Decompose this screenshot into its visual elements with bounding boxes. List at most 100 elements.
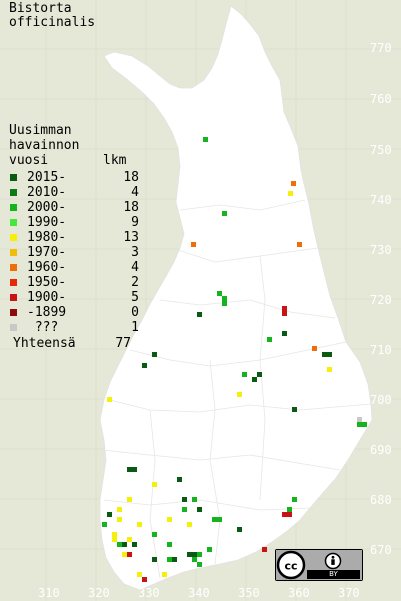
observation-marker (117, 507, 122, 512)
observation-marker (222, 301, 227, 306)
legend-count: 5 (131, 290, 139, 305)
observation-marker (292, 497, 297, 502)
observation-marker (112, 532, 117, 537)
observation-marker (102, 522, 107, 527)
y-tick-label: 750 (370, 143, 392, 157)
y-tick-label: 770 (370, 41, 392, 55)
legend-label: -1899 (27, 305, 67, 320)
observation-marker (187, 552, 192, 557)
x-tick-label: 310 (38, 586, 60, 600)
legend-swatch (10, 279, 17, 286)
observation-marker (222, 211, 227, 216)
observation-marker (191, 242, 196, 247)
legend-label: ??? (27, 320, 59, 335)
observation-marker (297, 242, 302, 247)
legend-count: 18 (123, 200, 139, 215)
observation-marker (362, 422, 367, 427)
observation-marker (177, 477, 182, 482)
observation-marker (207, 547, 212, 552)
observation-marker (282, 331, 287, 336)
legend-row: 1990- 9 (9, 215, 139, 230)
observation-marker (287, 512, 292, 517)
y-tick-label: 700 (370, 393, 392, 407)
legend-swatch (10, 294, 17, 301)
observation-marker (167, 557, 172, 562)
legend-label: 1970- (27, 245, 67, 260)
legend-label: 2000- (27, 200, 67, 215)
observation-marker (217, 517, 222, 522)
observation-marker (252, 377, 257, 382)
y-tick-label: 710 (370, 343, 392, 357)
observation-marker (267, 337, 272, 342)
y-tick-label: 690 (370, 443, 392, 457)
legend-count: 13 (123, 230, 139, 245)
species-name-line1: Bistorta (9, 1, 72, 16)
observation-marker (262, 547, 267, 552)
legend-label: 1960- (27, 260, 67, 275)
legend-swatch (10, 204, 17, 211)
observation-marker (167, 517, 172, 522)
legend-label: 1950- (27, 275, 67, 290)
badge-bottom-panel (307, 570, 360, 579)
legend-row: 2010- 4 (9, 185, 139, 200)
observation-marker (197, 312, 202, 317)
legend-label: 2015- (27, 170, 67, 185)
observation-marker (291, 181, 296, 186)
legend-label: 1990- (27, 215, 67, 230)
observation-marker (152, 557, 157, 562)
legend-swatch (10, 264, 17, 271)
legend-swatch (10, 174, 17, 181)
x-tick-label: 350 (238, 586, 260, 600)
observation-marker (282, 512, 287, 517)
observation-marker (357, 422, 362, 427)
observation-marker (217, 291, 222, 296)
observation-marker (257, 372, 262, 377)
legend-row: 2015- 18 (9, 170, 139, 185)
legend-row: 1950- 2 (9, 275, 139, 290)
legend-col-year: vuosi (9, 153, 49, 168)
x-tick-label: 340 (188, 586, 210, 600)
observation-marker (212, 517, 217, 522)
observation-marker (132, 542, 137, 547)
observation-marker (197, 552, 202, 557)
observation-marker (222, 296, 227, 301)
legend-row: 1900- 5 (9, 290, 139, 305)
legend-count: 3 (131, 245, 139, 260)
observation-marker (288, 191, 293, 196)
y-tick-label: 670 (370, 543, 392, 557)
svg-text:cc: cc (284, 560, 297, 573)
observation-marker (107, 397, 112, 402)
y-tick-label: 730 (370, 243, 392, 257)
legend-label: 2010- (27, 185, 67, 200)
legend-row: ??? 1 (9, 320, 139, 335)
observation-marker (152, 352, 157, 357)
legend-swatch (10, 219, 17, 226)
legend-swatch (10, 234, 17, 241)
observation-marker (172, 557, 177, 562)
legend-col-count: lkm (103, 153, 127, 168)
observation-marker (107, 512, 112, 517)
observation-marker (117, 517, 122, 522)
legend-row: 2000- 18 (9, 200, 139, 215)
observation-marker (127, 467, 132, 472)
legend-swatch (10, 189, 17, 196)
cc-by-license-badge[interactable]: cc BY (275, 549, 363, 581)
observation-marker (242, 372, 247, 377)
y-tick-label: 740 (370, 193, 392, 207)
observation-marker (182, 497, 187, 502)
y-tick-label: 680 (370, 493, 392, 507)
legend-total-count: 77 (115, 336, 131, 351)
legend-swatch (10, 324, 17, 331)
y-tick-label: 720 (370, 293, 392, 307)
observation-marker (292, 407, 297, 412)
cc-by-badge-graphic: cc (276, 550, 362, 580)
legend-count: 4 (131, 260, 139, 275)
observation-marker (192, 497, 197, 502)
legend-count: 18 (123, 170, 139, 185)
legend-row: 1960- 4 (9, 260, 139, 275)
observation-marker (192, 552, 197, 557)
observation-marker (152, 482, 157, 487)
observation-markers (102, 137, 367, 582)
observation-marker (357, 417, 362, 422)
